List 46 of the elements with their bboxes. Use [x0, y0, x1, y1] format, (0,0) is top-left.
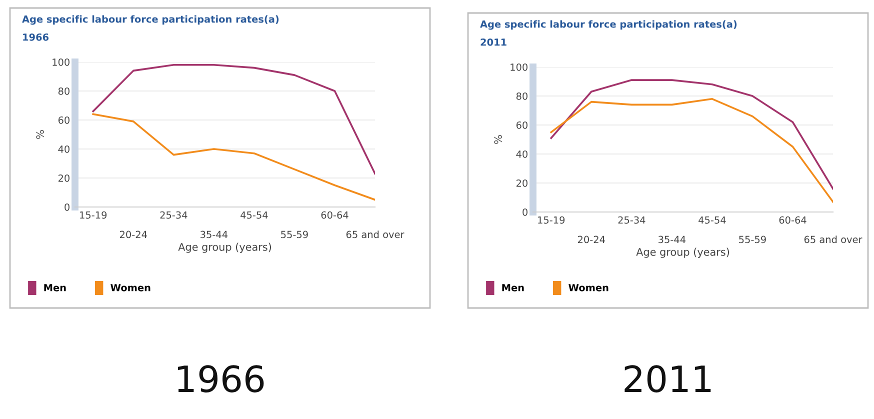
x-tick-label: 45-54 — [240, 211, 268, 219]
chart-subtitle: 2011 — [480, 38, 506, 46]
x-tick-label: 20-24 — [578, 236, 605, 244]
legend-label: Women — [110, 284, 150, 292]
x-tick-label: 35-44 — [658, 236, 686, 244]
x-tick-label: 15-19 — [538, 216, 565, 224]
x-tick-label: 65 and over — [804, 236, 862, 244]
chart-subtitle: 1966 — [23, 33, 49, 41]
legend-label: Men — [502, 284, 524, 292]
text: 2011 — [624, 365, 711, 392]
y-tick-label: 20 — [58, 174, 70, 182]
y-tick-label: 100 — [510, 63, 528, 71]
y-tick-label: 0 — [522, 208, 528, 216]
text: 1966 — [178, 365, 264, 392]
x-tick-label: 15-19 — [80, 211, 107, 219]
x-tick-label: 55-59 — [281, 230, 308, 238]
y-tick-label: 40 — [516, 150, 528, 158]
x-tick-label: 45-54 — [698, 216, 726, 224]
y-tick-label: 60 — [516, 121, 528, 129]
y-tick-label: 60 — [58, 116, 70, 124]
x-tick-label: 65 and over — [346, 230, 404, 238]
y-tick-label: 40 — [58, 145, 70, 153]
line-series — [550, 98, 833, 203]
legend-label: Women — [568, 284, 608, 292]
y-tick-label: 20 — [516, 179, 528, 187]
x-tick-label: 20-24 — [120, 230, 147, 238]
x-tick-label: 60-64 — [321, 211, 348, 219]
y-tick-label: 80 — [516, 92, 528, 100]
legend-label: Men — [44, 284, 66, 292]
chart-title: Age specific labour force participation rates(a) — [480, 20, 737, 30]
x-axis-title: Age group (years) — [636, 248, 730, 258]
x-axis-title: Age group (years) — [178, 242, 272, 253]
y-tick-label: 80 — [58, 87, 70, 95]
x-tick-label: 25-34 — [160, 211, 188, 219]
x-tick-label: 60-64 — [779, 216, 806, 224]
x-tick-label: 25-34 — [618, 216, 646, 224]
x-tick-label: 35-44 — [200, 230, 228, 238]
y-tick-label: 0 — [64, 203, 70, 211]
line-series — [92, 64, 375, 175]
y-tick-label: 100 — [52, 58, 70, 66]
y-axis-title: % — [36, 130, 44, 139]
line-series — [550, 79, 833, 190]
x-tick-label: 55-59 — [739, 236, 766, 244]
chart-title: Age specific labour force participation rates(a) — [22, 15, 279, 25]
line-series — [92, 113, 375, 201]
y-axis-title: % — [494, 135, 502, 144]
